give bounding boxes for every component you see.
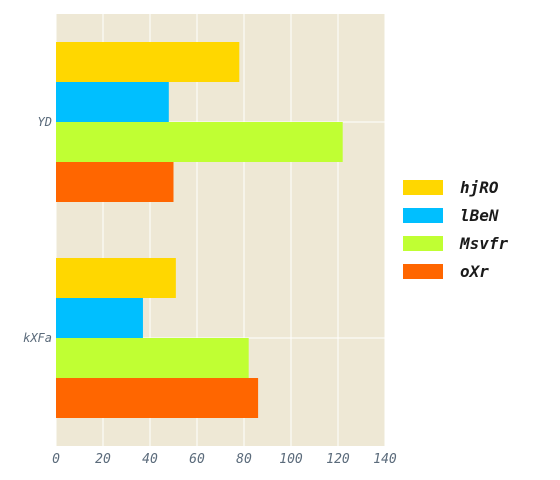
bars: [56, 42, 343, 418]
x-tick-label: 120: [326, 452, 350, 467]
legend-label-Msvfr: Msvfr: [459, 234, 509, 253]
category-label: YD: [38, 115, 52, 129]
bar-oXr-YD: [56, 162, 174, 202]
x-tick-label: 140: [373, 452, 397, 467]
x-axis-ticks: 0 20 40 60 80 100 120 140: [52, 452, 397, 467]
legend-label-hjRO: hjRO: [460, 178, 499, 197]
y-axis-categories: YD kXFa: [23, 115, 52, 345]
legend: hjRO lBeN Msvfr oXr: [403, 178, 509, 281]
x-tick-label: 40: [142, 452, 158, 467]
x-tick-label: 80: [236, 452, 252, 467]
bar-Msvfr-kXFa: [56, 338, 249, 378]
legend-label-oXr: oXr: [460, 262, 489, 281]
legend-swatch-hjRO: [403, 180, 443, 195]
bar-hjRO-kXFa: [56, 258, 176, 298]
bar-oXr-kXFa: [56, 378, 259, 418]
legend-swatch-Msvfr: [403, 236, 443, 251]
bar-Msvfr-YD: [56, 122, 343, 162]
x-tick-label: 0: [52, 452, 60, 467]
legend-swatch-oXr: [403, 264, 443, 279]
bar-lBeN-YD: [56, 82, 169, 122]
x-tick-label: 100: [279, 452, 303, 467]
x-tick-label: 60: [189, 452, 205, 467]
legend-swatch-lBeN: [403, 208, 443, 223]
bar-lBeN-kXFa: [56, 298, 143, 338]
category-label: kXFa: [23, 331, 52, 345]
bar-hjRO-YD: [56, 42, 240, 82]
x-tick-label: 20: [95, 452, 111, 467]
legend-label-lBeN: lBeN: [460, 206, 499, 225]
